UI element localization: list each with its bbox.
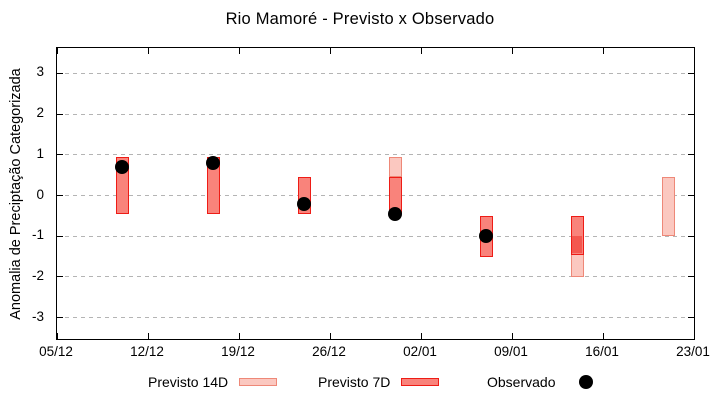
x-tick-bottom [147, 333, 149, 339]
y-tick-right [688, 195, 694, 196]
x-tick-top [420, 48, 422, 54]
x-tick-label: 19/12 [221, 344, 255, 359]
y-tick-left [57, 317, 63, 319]
x-tick-label: 05/12 [39, 344, 73, 359]
y-tick-right [688, 113, 694, 115]
bar-previsto-14d [661, 177, 675, 237]
y-tick-right [688, 235, 694, 237]
chart-title: Rio Mamoré - Previsto x Observado [225, 10, 495, 28]
observado-dot [206, 155, 220, 170]
x-tick-top [147, 48, 149, 54]
x-tick-bottom [329, 333, 331, 339]
gridline [57, 276, 694, 278]
x-tick-label: 23/01 [676, 344, 710, 359]
x-tick-top [602, 48, 604, 54]
y-tick-right [688, 317, 694, 319]
y-tick-left [57, 195, 63, 196]
y-tick-left [57, 154, 63, 156]
x-tick-bottom [602, 333, 604, 339]
y-tick-label: 0 [36, 186, 44, 202]
y-tick-label: 3 [36, 64, 44, 80]
x-tick-top [329, 48, 331, 54]
x-tick-top [511, 48, 513, 54]
y-tick-right [688, 154, 694, 156]
x-tick-top [693, 48, 695, 54]
legend-item-previsto-7d: Previsto 7D [318, 372, 440, 392]
gridline [57, 195, 694, 196]
observado-dot [479, 229, 493, 244]
y-tick-label: -1 [31, 227, 44, 243]
x-tick-label: 16/01 [585, 344, 619, 359]
bar-overlap-7d-14d [572, 236, 582, 253]
x-tick-label: 02/01 [403, 344, 437, 359]
y-tick-left [57, 235, 63, 237]
y-tick-left [57, 276, 63, 278]
x-tick-bottom [56, 333, 58, 339]
plot-area [56, 47, 695, 340]
y-tick-label: 2 [36, 105, 44, 121]
observado-dot [115, 160, 129, 174]
observado-legend-dot-icon [579, 375, 594, 389]
gridline [57, 113, 694, 115]
x-tick-top [56, 48, 58, 54]
x-tick-bottom [693, 333, 695, 339]
legend-label-observado: Observado [487, 374, 556, 390]
legend-swatch-previsto-7d [401, 378, 440, 386]
gridline [57, 72, 694, 74]
y-tick-right [688, 72, 694, 74]
x-tick-top [238, 48, 240, 54]
y-tick-left [57, 113, 63, 115]
legend-label-previsto-7d: Previsto 7D [318, 374, 391, 390]
x-tick-bottom [238, 333, 240, 339]
legend-item-previsto-14d: Previsto 14D [148, 372, 278, 392]
observado-dot [297, 196, 311, 211]
y-tick-left [57, 72, 63, 74]
y-tick-label: 1 [36, 145, 44, 161]
x-tick-bottom [511, 333, 513, 339]
y-tick-right [688, 276, 694, 278]
y-tick-label: -3 [31, 308, 44, 324]
legend: Previsto 14D Previsto 7D Observado [0, 372, 720, 396]
gridline [57, 317, 694, 319]
legend-item-observado: Observado [487, 372, 594, 392]
gridline [57, 154, 694, 156]
x-tick-label: 09/01 [494, 344, 528, 359]
gridline [57, 235, 694, 237]
observado-dot [388, 206, 402, 221]
bar-previsto-14d [388, 156, 402, 178]
y-tick-label: -2 [31, 267, 44, 283]
x-tick-label: 26/12 [312, 344, 346, 359]
x-tick-bottom [420, 333, 422, 339]
legend-swatch-previsto-14d [239, 378, 278, 386]
legend-label-previsto-14d: Previsto 14D [148, 374, 229, 390]
x-tick-label: 12/12 [130, 344, 164, 359]
